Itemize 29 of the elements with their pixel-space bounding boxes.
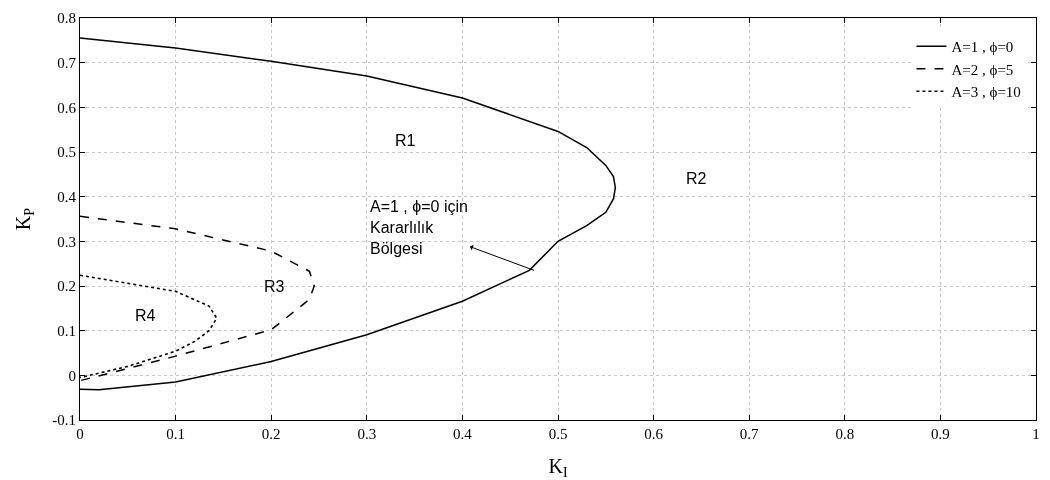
x-tick-label: 0.1: [166, 426, 185, 442]
annotation: R4: [135, 307, 156, 324]
x-tick-label: 0.3: [357, 426, 377, 442]
annotation: R2: [686, 170, 707, 187]
x-axis-title: K$_{I}$: [548, 454, 568, 480]
y-tick-label: 0.5: [57, 144, 76, 161]
y-tick-label: 0.8: [57, 10, 76, 27]
legend-label: A=1 , ϕ=0: [951, 39, 1014, 56]
x-tick-label: 0.8: [835, 426, 855, 442]
x-tick-label: 0.4: [453, 426, 473, 442]
x-tick-label: 0.9: [931, 426, 950, 442]
x-tick-label: 0.7: [739, 426, 760, 442]
x-tick-label: 0.2: [261, 426, 281, 442]
annotation: A=1 , ϕ=0 için Kararlılık Bölgesi: [370, 198, 468, 257]
x-tick-label: 0.5: [548, 426, 568, 442]
y-tick-label: 0.2: [57, 278, 76, 295]
x-tick-label: 0.6: [644, 426, 664, 442]
y-tick-label: -0.1: [52, 412, 76, 429]
annotation: R1: [395, 132, 416, 149]
legend-label: A=3 , ϕ=10: [951, 84, 1021, 101]
y-tick-label: 0.6: [57, 99, 77, 116]
y-tick-label: 0.4: [57, 188, 77, 205]
legend-label: A=2 , ϕ=5: [951, 61, 1014, 78]
y-tick-label: 0: [68, 367, 76, 384]
x-tick-label: 1: [1032, 426, 1040, 442]
y-tick-label: 0.3: [57, 233, 76, 250]
y-tick-label: 0.1: [57, 322, 76, 339]
y-tick-label: 0.7: [57, 54, 77, 71]
annotation: R3: [264, 278, 285, 295]
